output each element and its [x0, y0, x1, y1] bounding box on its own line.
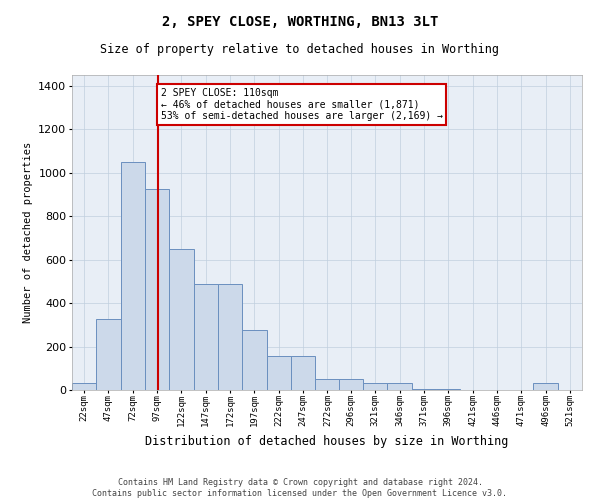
- Bar: [388, 384, 412, 390]
- Text: 2 SPEY CLOSE: 110sqm
← 46% of detached houses are smaller (1,871)
53% of semi-de: 2 SPEY CLOSE: 110sqm ← 46% of detached h…: [161, 88, 443, 121]
- Bar: [316, 379, 340, 390]
- Bar: [533, 384, 557, 390]
- X-axis label: Distribution of detached houses by size in Worthing: Distribution of detached houses by size …: [145, 435, 509, 448]
- Bar: [72, 384, 96, 390]
- Text: Contains HM Land Registry data © Crown copyright and database right 2024.
Contai: Contains HM Land Registry data © Crown c…: [92, 478, 508, 498]
- Bar: [363, 384, 387, 390]
- Bar: [121, 162, 145, 390]
- Bar: [339, 379, 363, 390]
- Y-axis label: Number of detached properties: Number of detached properties: [23, 142, 33, 323]
- Bar: [412, 389, 436, 390]
- Text: Size of property relative to detached houses in Worthing: Size of property relative to detached ho…: [101, 42, 499, 56]
- Bar: [242, 330, 266, 390]
- Bar: [194, 284, 218, 390]
- Bar: [169, 249, 194, 390]
- Bar: [436, 389, 460, 390]
- Bar: [267, 356, 291, 390]
- Bar: [145, 189, 169, 390]
- Bar: [97, 320, 121, 390]
- Bar: [291, 356, 315, 390]
- Bar: [218, 284, 242, 390]
- Text: 2, SPEY CLOSE, WORTHING, BN13 3LT: 2, SPEY CLOSE, WORTHING, BN13 3LT: [162, 15, 438, 29]
